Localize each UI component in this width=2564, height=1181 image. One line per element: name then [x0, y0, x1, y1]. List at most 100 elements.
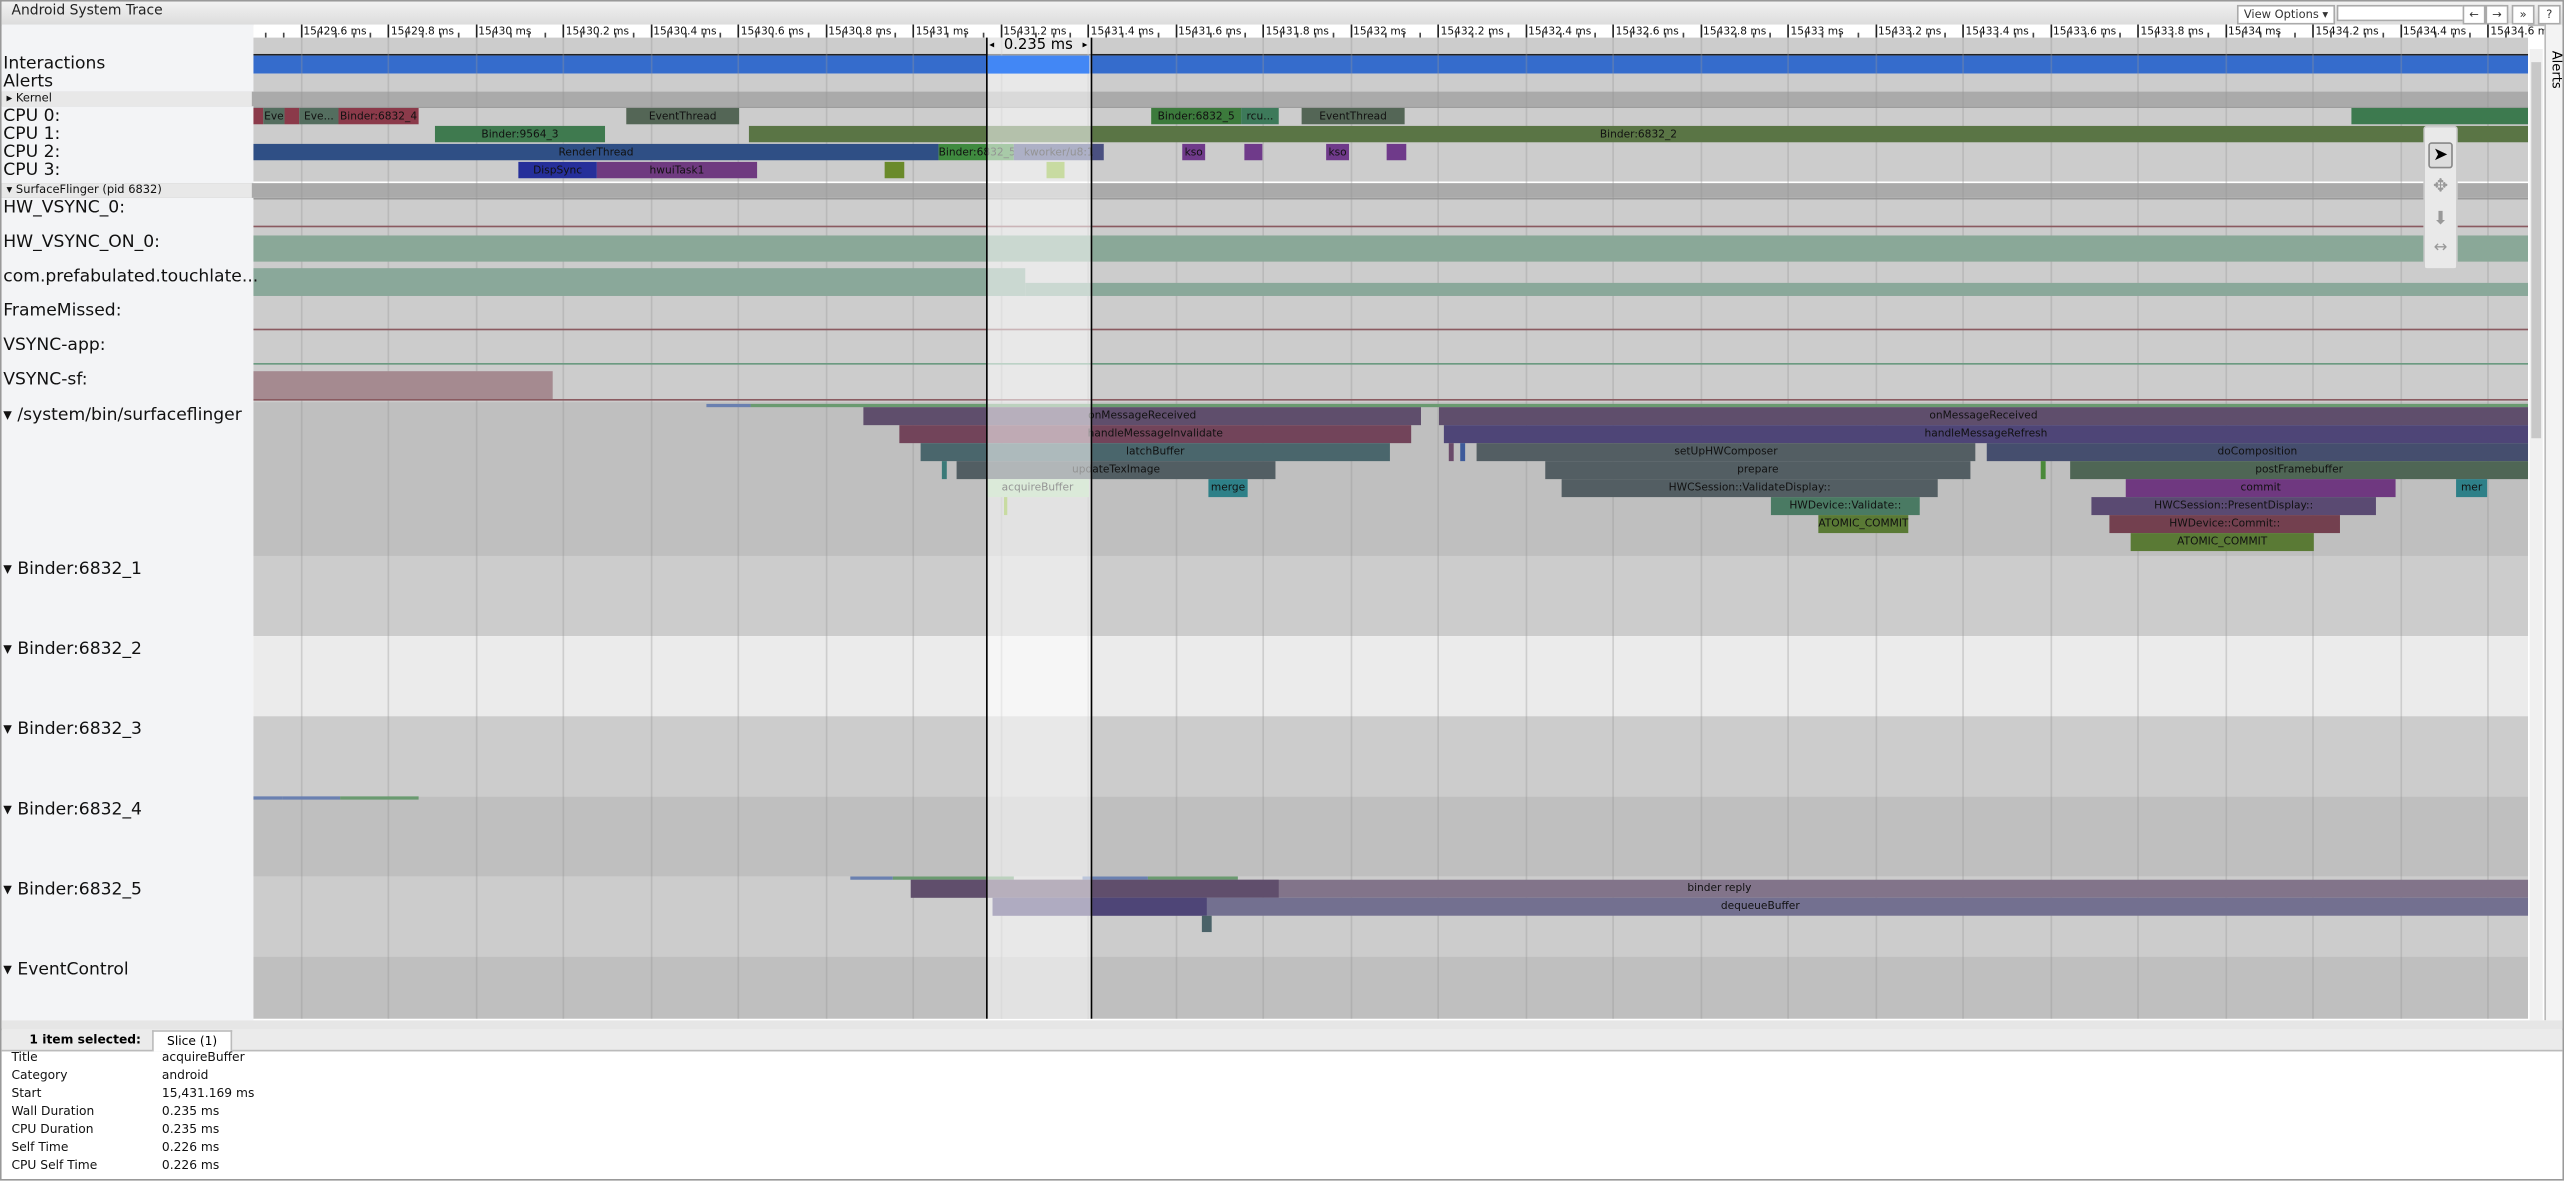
slice[interactable]: [2351, 107, 2529, 125]
surfaceflinger-thread-label[interactable]: ▾ /system/bin/surfaceflinger: [3, 405, 242, 426]
slice-presentdisplay[interactable]: HWCSession::PresentDisplay::: [2091, 497, 2376, 516]
slice-setuphwcomposer[interactable]: setUpHWComposer: [1476, 443, 1976, 462]
slice[interactable]: [750, 403, 2529, 408]
slice[interactable]: [253, 235, 2529, 262]
slice-eventthread[interactable]: EventThread: [1301, 107, 1405, 125]
ruler-minor-tick: [1752, 32, 1754, 38]
eventcontrol-label[interactable]: ▾ EventControl: [3, 959, 129, 980]
slice[interactable]: [706, 403, 751, 408]
slice[interactable]: [850, 876, 893, 880]
slice-postframebuffer[interactable]: postFramebuffer: [2070, 461, 2529, 480]
slice-prepare[interactable]: prepare: [1545, 461, 1971, 480]
slice-binder-6832-5[interactable]: Binder:6832_5: [1151, 107, 1242, 125]
slice[interactable]: [1025, 282, 2529, 296]
slice-handlemessagerefresh[interactable]: handleMessageRefresh: [1443, 425, 2529, 444]
binder-6832-1-track[interactable]: [253, 555, 2529, 637]
slice[interactable]: [1448, 443, 1454, 462]
surfaceflinger-group-header[interactable]: ▾ SurfaceFlinger (pid 6832): [1, 183, 2529, 198]
binder-6832-3-label[interactable]: ▾ Binder:6832_3: [3, 719, 143, 740]
alerts-side-tab[interactable]: Alerts: [2549, 50, 2564, 89]
find-next-button[interactable]: →: [2485, 4, 2509, 25]
kernel-group-label[interactable]: ▸ Kernel: [1, 91, 252, 107]
slice-renderthread[interactable]: RenderThread: [253, 143, 939, 161]
slice[interactable]: [253, 268, 1026, 296]
slice[interactable]: [253, 796, 283, 800]
time-ruler[interactable]: [253, 24, 2529, 38]
binder-6832-2-label[interactable]: ▾ Binder:6832_2: [3, 639, 143, 659]
selection-tool-icon[interactable]: ➤: [2428, 142, 2453, 169]
slice-commit[interactable]: commit: [2125, 479, 2396, 498]
time-selection-overlay[interactable]: [986, 37, 1093, 1019]
slice[interactable]: [892, 876, 1014, 880]
slice-onmessagereceived[interactable]: onMessageReceived: [863, 407, 1421, 426]
more-button[interactable]: »: [2511, 4, 2535, 25]
slice[interactable]: [910, 879, 1279, 898]
scrollbar-thumb[interactable]: [2531, 62, 2542, 439]
slice[interactable]: [1244, 143, 1263, 161]
slice[interactable]: [253, 328, 2529, 331]
slice[interactable]: [253, 398, 2529, 401]
slice-mer[interactable]: mer: [2456, 479, 2488, 498]
eventcontrol-track[interactable]: [253, 956, 2529, 1019]
alerts-side-panel[interactable]: Alerts: [2544, 24, 2564, 1021]
view-options-button[interactable]: View Options ▾: [2236, 4, 2336, 25]
slice-docomposition[interactable]: doComposition: [1986, 443, 2529, 462]
slice[interactable]: [1201, 915, 1212, 933]
slice[interactable]: [1082, 876, 1148, 880]
binder-6832-3-track[interactable]: [253, 716, 2529, 797]
binder-6832-1-label[interactable]: ▾ Binder:6832_1: [3, 559, 143, 579]
binder-6832-4-label[interactable]: ▾ Binder:6832_4: [3, 799, 143, 820]
find-previous-button[interactable]: ←: [2462, 4, 2486, 25]
slice[interactable]: [1386, 143, 1407, 161]
slice-binder-6832-4[interactable]: Binder:6832_4: [338, 107, 419, 125]
counter-tracks[interactable]: [253, 197, 2529, 404]
slice-eve2[interactable]: Eve...: [299, 107, 339, 125]
search-input[interactable]: [2336, 4, 2504, 22]
slice[interactable]: [253, 363, 2529, 365]
tab-slice[interactable]: Slice (1): [152, 1030, 233, 1052]
interactions-track[interactable]: [253, 55, 2529, 74]
slice-hwdevicecommit[interactable]: HWDevice::Commit::: [2109, 515, 2340, 534]
help-button[interactable]: ?: [2537, 4, 2561, 25]
alerts-track[interactable]: [253, 73, 2529, 92]
slice-hwdevicevalidate[interactable]: HWDevice::Validate::: [1770, 497, 1920, 516]
slice-atomiccommit[interactable]: ATOMIC_COMMIT: [2130, 533, 2314, 552]
slice-binderreply[interactable]: binder reply: [910, 879, 2529, 898]
binder-6832-2-track[interactable]: [253, 636, 2529, 717]
mouse-mode-palette[interactable]: ➤ ✥ ⬇ ↔: [2423, 125, 2458, 270]
slice[interactable]: [2040, 461, 2046, 480]
kernel-group-header[interactable]: ▸ Kernel: [1, 91, 2529, 107]
slice-binder-9564-3[interactable]: Binder:9564_3: [434, 125, 606, 143]
zoom-tool-icon[interactable]: ⬇: [2432, 207, 2449, 229]
slice-eventthread[interactable]: EventThread: [626, 107, 740, 125]
slice-validatedisplay[interactable]: HWCSession::ValidateDisplay::: [1561, 479, 1938, 498]
slice[interactable]: [253, 225, 2529, 228]
slice[interactable]: [284, 107, 300, 125]
slice-hwuitask1[interactable]: hwuiTask1: [596, 161, 758, 179]
slice-binder-6832-2[interactable]: Binder:6832_2: [748, 125, 2529, 143]
slice-onmessagereceived[interactable]: onMessageReceived: [1438, 407, 2529, 426]
pan-tool-icon[interactable]: ✥: [2432, 174, 2449, 197]
slice-rcu[interactable]: rcu...: [1241, 107, 1279, 125]
surfaceflinger-group-label[interactable]: ▾ SurfaceFlinger (pid 6832): [1, 183, 252, 198]
slice[interactable]: [340, 796, 419, 800]
slice-dispsync[interactable]: DispSync: [518, 161, 597, 179]
slice[interactable]: [1147, 876, 1238, 880]
slice-merge[interactable]: merge: [1208, 479, 1248, 498]
binder-6832-4-track[interactable]: [253, 796, 2529, 877]
slice-atomiccommit[interactable]: ATOMIC_COMMIT: [1818, 515, 1909, 534]
timing-tool-icon[interactable]: ↔: [2433, 238, 2448, 257]
slice[interactable]: [884, 161, 905, 179]
slice[interactable]: [941, 461, 947, 480]
slice-handlemessageinvalidate[interactable]: handleMessageInvalidate: [899, 425, 1412, 444]
slice-dequeuebuffer[interactable]: dequeueBuffer: [992, 897, 2529, 916]
slice[interactable]: [253, 371, 553, 399]
slice-kso[interactable]: kso: [1182, 143, 1206, 161]
slice-kso[interactable]: kso: [1326, 143, 1350, 161]
slice[interactable]: [1460, 443, 1466, 462]
slice[interactable]: [282, 796, 341, 800]
binder-6832-5-label[interactable]: ▾ Binder:6832_5: [3, 879, 143, 900]
vertical-scrollbar[interactable]: [2529, 49, 2543, 1021]
slice-eve[interactable]: Eve: [263, 107, 285, 125]
slice[interactable]: [253, 107, 264, 125]
